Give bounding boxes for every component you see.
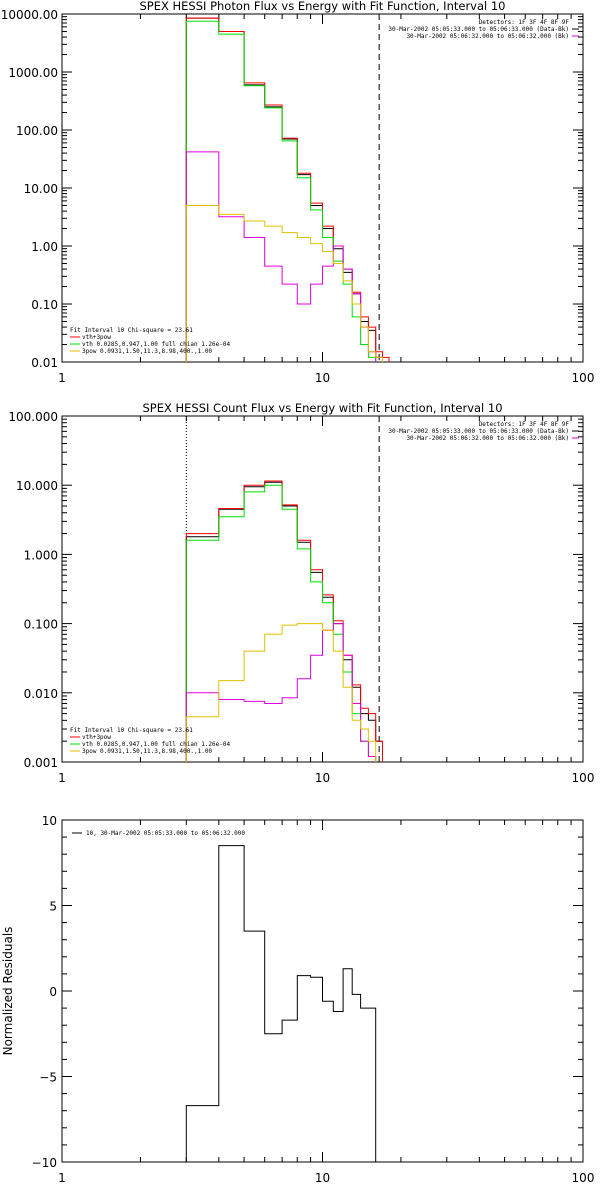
chart-2-legend-bottom-left-line: Fit Interval 10 Chi-square = 23.61 (70, 727, 193, 734)
chart-2-title: SPEX HESSI Count Flux vs Energy with Fit… (142, 401, 502, 415)
chart-1-legend-bottom-left-line: vth+3pow (82, 334, 111, 341)
chart-3-y-tick-label: −10 (32, 1156, 57, 1170)
chart-1-series-3 (185, 20, 377, 362)
chart-1-series-4 (185, 151, 377, 362)
chart-2-y-tick-label: 0.100 (24, 618, 58, 632)
chart-2-series-5 (185, 623, 377, 762)
chart-2-y-tick-label: 0.001 (24, 756, 58, 770)
chart-1-legend-top-right-line: 30-Mar-2002 05:06:32.000 to 05:06:32.000… (406, 33, 569, 40)
chart-1-series-2 (185, 17, 390, 362)
chart-2-legend-top-right-line: 30-Mar-2002 05:05:33.000 to 05:06:33.000… (388, 428, 569, 435)
chart-1-y-tick-label: 100.00 (16, 124, 58, 138)
chart-3-x-tick-label: 10 (315, 1171, 330, 1185)
chart-3-legend-top-left: 10, 30-Mar-2002 05:05:33.000 to 05:06:32… (86, 830, 245, 837)
chart-3-x-tick-label: 100 (572, 1171, 595, 1185)
chart-2-y-tick-label: 10.000 (16, 479, 58, 493)
chart-1-y-tick-label: 1.00 (31, 240, 58, 254)
chart-2-legend-top-right-line: Detectors: 1F 3F 4F 8F 9F (479, 421, 570, 428)
chart-2-x-tick-label: 100 (572, 771, 595, 785)
chart-1-y-tick-label: 10000.00 (1, 8, 58, 22)
chart-1-legend-top-right-line: 30-Mar-2002 05:05:33.000 to 05:06:33.000… (388, 26, 569, 33)
chart-2-y-tick-label: 100.000 (8, 410, 58, 424)
chart-1-y-tick-label: 1000.00 (8, 66, 58, 80)
chart-3-y-tick-label: −5 (39, 1071, 57, 1085)
chart-3-series-1 (185, 845, 377, 1162)
chart-2-legend-top-right-line: 30-Mar-2002 05:06:32.000 to 05:06:32.000… (406, 435, 569, 442)
chart-1-series-1 (185, 17, 383, 362)
chart-2-y-tick-label: 1.000 (24, 548, 58, 562)
chart-1-x-tick-label: 10 (315, 371, 330, 385)
chart-1-y-tick-label: 0.10 (31, 298, 58, 312)
chart-1-y-tick-label: 0.01 (31, 356, 58, 370)
chart-1-y-tick-label: 10.00 (24, 182, 58, 196)
chart-2-legend-bottom-left-line: vth+3pow (82, 734, 111, 741)
chart-3-x-tick-label: 1 (58, 1171, 66, 1185)
chart-3-y-tick-label: 5 (49, 900, 57, 914)
chart-1-legend-bottom-left-line: vth 0.0285,0.947,1.00 full chian 1.26e-0… (82, 341, 230, 348)
chart-2-x-tick-label: 10 (315, 771, 330, 785)
chart-1-title: SPEX HESSI Photon Flux vs Energy with Fi… (139, 0, 505, 13)
chart-2-x-tick-label: 1 (58, 771, 66, 785)
chart-2-legend-bottom-left-line: 3pow 0.0931,1.50,11.3,8.98,400.,1.00 (82, 748, 212, 755)
chart-1-series-5 (185, 205, 383, 362)
chart-3-y-tick-label: 10 (42, 814, 57, 828)
chart-2-y-tick-label: 0.010 (24, 687, 58, 701)
chart-1-x-tick-label: 1 (58, 371, 66, 385)
chart-1-x-tick-label: 100 (572, 371, 595, 385)
chart-3-y-axis-label: Normalized Residuals (1, 927, 15, 1056)
chart-1-legend-bottom-left-line: Fit Interval 10 Chi-square = 23.61 (70, 327, 193, 334)
chart-3-y-tick-label: 0 (49, 985, 57, 999)
chart-2-series-3 (185, 484, 377, 762)
chart-2-legend-bottom-left-line: vth 0.0285,0.947,1.00 full chian 1.26e-0… (82, 741, 230, 748)
chart-1-frame (61, 13, 584, 363)
chart-1-legend-top-right-line: Detectors: 1F 3F 4F 8F 9F (479, 19, 570, 26)
chart-1-legend-bottom-left-line: 3pow 0.0931,1.50,11.3,8.98,400.,1.00 (82, 348, 212, 355)
